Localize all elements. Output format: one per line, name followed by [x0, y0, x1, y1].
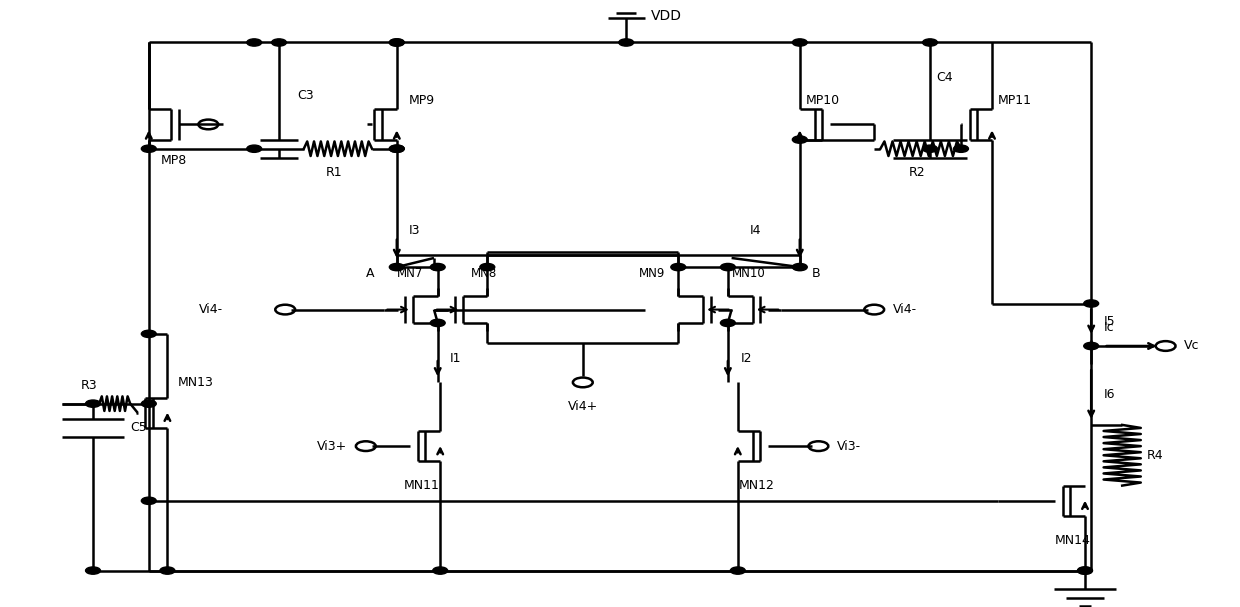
Circle shape	[389, 39, 404, 46]
Text: MN7: MN7	[397, 266, 423, 280]
Text: C5: C5	[130, 421, 148, 435]
Text: MP9: MP9	[409, 93, 435, 107]
Circle shape	[160, 567, 175, 574]
Circle shape	[1084, 342, 1099, 350]
Circle shape	[433, 567, 448, 574]
Circle shape	[671, 263, 686, 271]
Circle shape	[247, 145, 262, 152]
Text: MN13: MN13	[177, 376, 213, 389]
Circle shape	[923, 39, 937, 46]
Circle shape	[389, 145, 404, 152]
Text: C4: C4	[936, 71, 952, 84]
Circle shape	[389, 39, 404, 46]
Text: MN8: MN8	[471, 266, 497, 280]
Text: I5: I5	[1104, 315, 1115, 328]
Circle shape	[954, 145, 968, 152]
Text: R4: R4	[1147, 449, 1163, 462]
Text: Vi4+: Vi4+	[568, 400, 598, 413]
Circle shape	[141, 400, 156, 407]
Circle shape	[247, 39, 262, 46]
Text: A: A	[366, 266, 374, 280]
Text: I3: I3	[409, 224, 420, 237]
Circle shape	[1084, 300, 1099, 307]
Text: Vc: Vc	[1184, 339, 1200, 353]
Circle shape	[1078, 567, 1092, 574]
Text: MP11: MP11	[998, 93, 1032, 107]
Circle shape	[141, 145, 156, 152]
Circle shape	[792, 39, 807, 46]
Text: R1: R1	[325, 166, 342, 180]
Text: VDD: VDD	[651, 8, 682, 23]
Circle shape	[389, 145, 404, 152]
Circle shape	[730, 567, 745, 574]
Circle shape	[86, 567, 100, 574]
Circle shape	[272, 39, 286, 46]
Circle shape	[430, 319, 445, 327]
Text: Vi4-: Vi4-	[200, 303, 223, 316]
Text: I1: I1	[450, 351, 461, 365]
Text: MN10: MN10	[732, 266, 765, 280]
Circle shape	[141, 330, 156, 337]
Text: I6: I6	[1104, 388, 1115, 401]
Text: R2: R2	[908, 166, 925, 180]
Text: MN11: MN11	[404, 479, 439, 492]
Circle shape	[389, 263, 404, 271]
Text: Ic: Ic	[1104, 321, 1115, 334]
Circle shape	[792, 136, 807, 143]
Circle shape	[480, 263, 495, 271]
Text: Vi4-: Vi4-	[893, 303, 916, 316]
Circle shape	[792, 263, 807, 271]
Circle shape	[430, 263, 445, 271]
Circle shape	[141, 497, 156, 504]
Text: R3: R3	[81, 379, 97, 392]
Text: B: B	[812, 266, 821, 280]
Text: Vi3+: Vi3+	[317, 439, 347, 453]
Circle shape	[1078, 567, 1092, 574]
Text: MN12: MN12	[739, 479, 774, 492]
Circle shape	[720, 319, 735, 327]
Text: I2: I2	[740, 351, 751, 365]
Circle shape	[720, 263, 735, 271]
Text: MN14: MN14	[1055, 534, 1090, 547]
Text: Vi3-: Vi3-	[837, 439, 861, 453]
Text: C3: C3	[298, 89, 314, 102]
Circle shape	[619, 39, 634, 46]
Text: MP10: MP10	[806, 93, 841, 107]
Text: I4: I4	[750, 224, 761, 237]
Circle shape	[86, 400, 100, 407]
Text: MP8: MP8	[161, 154, 187, 168]
Circle shape	[923, 145, 937, 152]
Text: MN9: MN9	[639, 266, 665, 280]
